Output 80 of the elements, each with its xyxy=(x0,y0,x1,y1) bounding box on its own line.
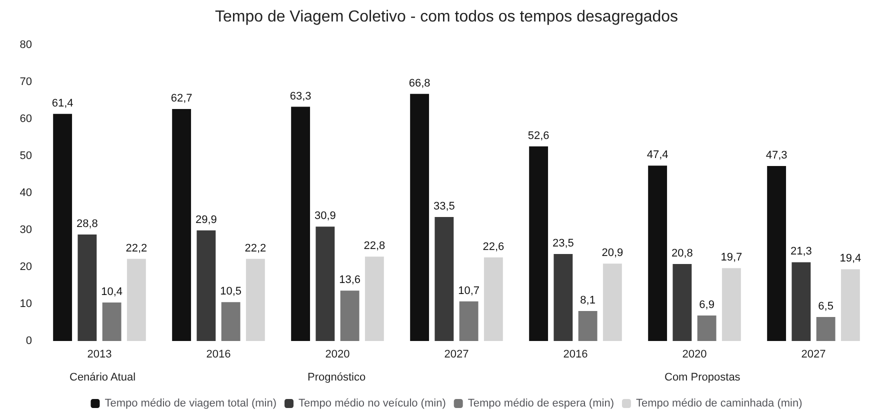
data-label: 10,4 xyxy=(101,286,123,298)
chart-title: Tempo de Viagem Coletivo - com todos os tempos desagregados xyxy=(214,8,678,26)
x-tick-label: 2027 xyxy=(801,348,826,360)
data-label: 29,9 xyxy=(195,214,217,226)
data-label: 52,6 xyxy=(528,130,550,142)
y-tick-label: 80 xyxy=(20,39,32,51)
x-tick-label: 2020 xyxy=(682,348,707,360)
bar xyxy=(722,268,741,341)
bar xyxy=(578,311,598,341)
data-label: 30,9 xyxy=(314,210,336,222)
data-label: 22,2 xyxy=(126,242,148,254)
x-tick-label: 2016 xyxy=(206,348,231,360)
x-tick-label: 2027 xyxy=(444,348,469,360)
y-tick-label: 60 xyxy=(20,113,32,125)
data-label: 33,5 xyxy=(433,200,455,213)
bar xyxy=(102,302,122,341)
bar xyxy=(672,264,692,341)
bar xyxy=(410,94,430,341)
legend-label: Tempo médio de espera (min) xyxy=(468,398,614,410)
x-tick-label: 2013 xyxy=(87,348,112,360)
y-tick-label: 20 xyxy=(20,261,32,273)
bar xyxy=(459,301,478,341)
data-label: 66,8 xyxy=(408,77,430,90)
bar xyxy=(792,262,811,341)
bar xyxy=(648,166,668,341)
x-tick-label: 2016 xyxy=(563,348,588,360)
bar xyxy=(221,302,240,341)
data-label: 10,7 xyxy=(458,284,480,297)
text: Com Propostas xyxy=(664,372,741,384)
bar xyxy=(434,217,454,341)
legend-label: Tempo médio no veículo (min) xyxy=(298,398,446,410)
data-label: 22,8 xyxy=(364,240,386,252)
y-tick-label: 50 xyxy=(20,150,32,162)
data-label: 19,4 xyxy=(840,252,862,265)
data-label: 47,4 xyxy=(646,149,668,162)
data-label: 6,9 xyxy=(699,298,714,311)
y-tick-label: 40 xyxy=(20,187,32,199)
y-tick-label: 10 xyxy=(20,298,32,310)
bar xyxy=(78,234,97,341)
bar xyxy=(767,166,786,341)
data-label: 23,5 xyxy=(552,238,574,250)
bar xyxy=(697,315,716,341)
bar xyxy=(529,146,548,341)
data-label: 6,5 xyxy=(818,300,834,312)
data-label: 22,2 xyxy=(244,242,266,254)
bar xyxy=(53,114,72,341)
bar xyxy=(340,290,360,341)
y-tick-label: 0 xyxy=(26,335,32,347)
data-label: 21,3 xyxy=(790,246,812,258)
data-label: 20,9 xyxy=(602,247,624,260)
bar xyxy=(840,269,860,341)
data-label: 62,7 xyxy=(170,92,192,105)
data-label: 10,5 xyxy=(220,286,242,298)
bar xyxy=(316,226,335,341)
bar xyxy=(364,256,384,341)
data-label: 28,8 xyxy=(76,218,98,230)
text: Cenário Atual xyxy=(70,372,136,384)
y-tick-label: 70 xyxy=(20,76,32,88)
legend-label: Tempo médio de caminhada (min) xyxy=(636,398,802,410)
data-label: 20,8 xyxy=(671,248,693,260)
bar xyxy=(484,257,503,341)
bar xyxy=(816,316,836,341)
bar xyxy=(126,258,146,341)
data-label: 61,4 xyxy=(52,97,74,110)
data-label: 63,3 xyxy=(290,90,312,102)
bar xyxy=(172,109,192,341)
y-tick-label: 30 xyxy=(20,224,32,236)
data-label: 8,1 xyxy=(580,294,596,307)
text: Prognóstico xyxy=(308,372,366,384)
data-label: 19,7 xyxy=(720,252,742,264)
bar xyxy=(246,258,265,341)
bar xyxy=(602,264,622,341)
bar xyxy=(196,230,216,341)
bar xyxy=(554,254,573,341)
legend-label: Tempo médio de viagem total (min) xyxy=(104,398,277,410)
data-label: 13,6 xyxy=(339,274,361,286)
data-label: 47,3 xyxy=(766,149,788,162)
bar xyxy=(291,106,310,341)
data-label: 22,6 xyxy=(482,240,504,253)
x-tick-label: 2020 xyxy=(325,348,350,360)
